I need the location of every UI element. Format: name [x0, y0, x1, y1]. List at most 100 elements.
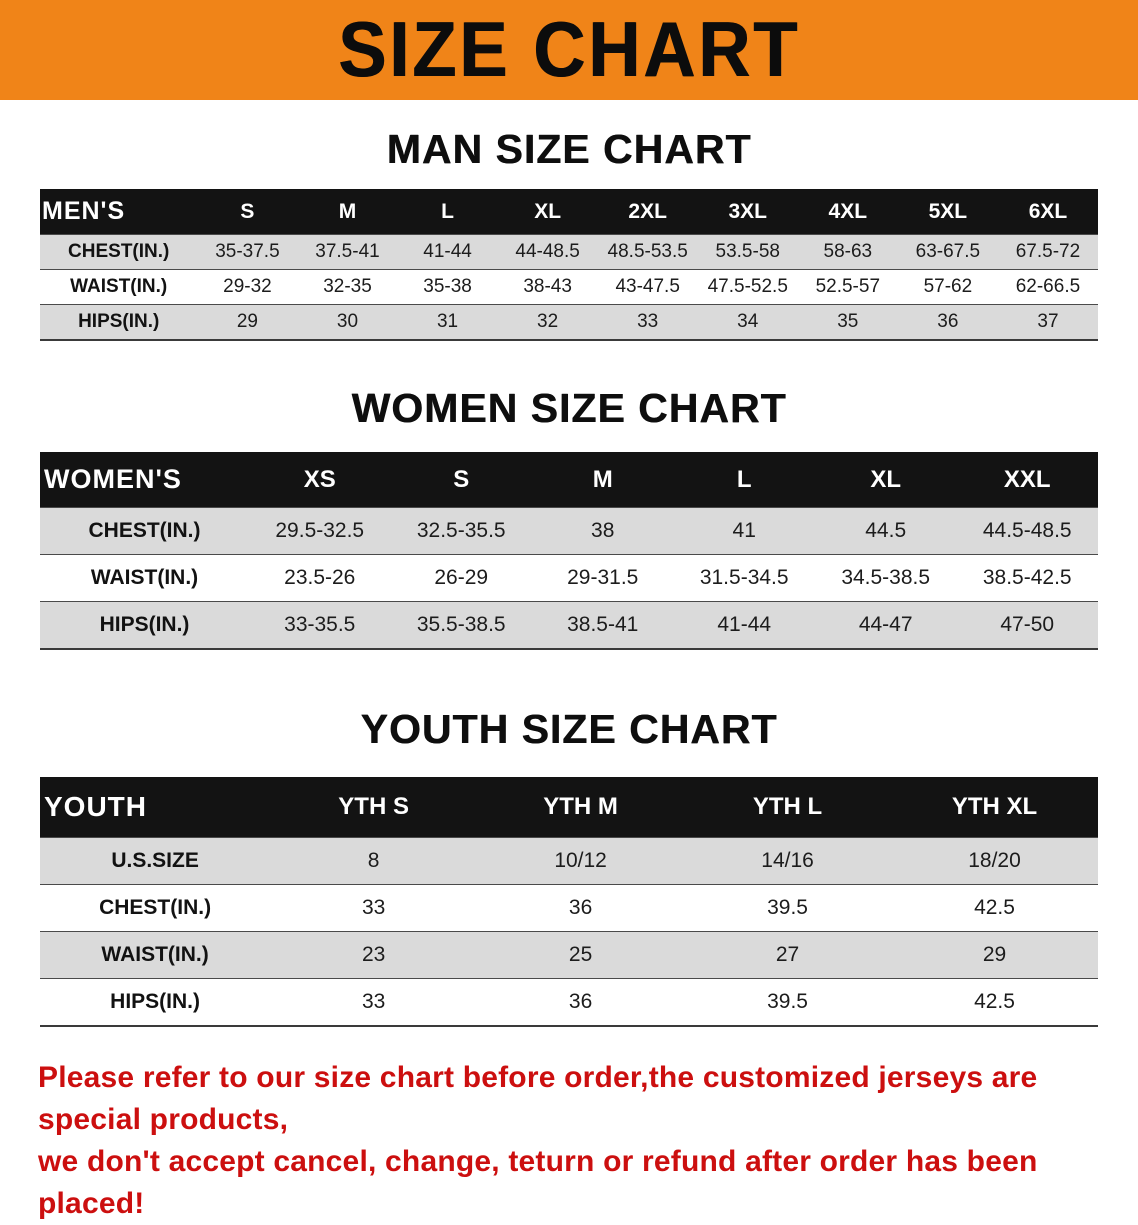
disclaimer-line-1: Please refer to our size chart before or… [38, 1061, 1038, 1136]
women-size-table: WOMEN'S XS S M L XL XXL CHEST(IN.) 29.5-32.5 32.5… [40, 452, 1098, 650]
value-cell: 32-35 [297, 269, 398, 305]
table-header-row: WOMEN'S XS S M L XL XXL [40, 452, 1098, 508]
size-column-header: YTH L [684, 777, 892, 838]
size-column-header: L [397, 189, 498, 235]
value-cell: 41-44 [397, 234, 498, 270]
table-corner-label: MEN'S [40, 189, 198, 235]
value-cell: 23.5-26 [249, 554, 391, 602]
value-cell: 38.5-41 [531, 601, 674, 649]
disclaimer-line-2: we don't accept cancel, change, teturn o… [38, 1145, 1038, 1220]
value-cell: 43-47.5 [597, 269, 698, 305]
row-label-cell: CHEST(IN.) [40, 234, 198, 270]
table-row: U.S.SIZE 8 10/12 14/16 18/20 [40, 837, 1098, 885]
table-header-row: YOUTH YTH S YTH M YTH L YTH XL [40, 777, 1098, 838]
value-cell: 29.5-32.5 [249, 507, 391, 555]
value-cell: 37 [997, 304, 1098, 340]
table-corner-label: YOUTH [40, 777, 271, 838]
value-cell: 32.5-35.5 [390, 507, 532, 555]
men-section-heading: MAN SIZE CHART [386, 126, 752, 172]
value-cell: 42.5 [891, 884, 1098, 932]
value-cell: 25 [477, 931, 685, 979]
table-row: HIPS(IN.) 29 30 31 32 33 34 35 36 37 [40, 304, 1098, 340]
value-cell: 31.5-34.5 [673, 554, 815, 602]
size-column-header: 6XL [997, 189, 1098, 235]
value-cell: 14/16 [684, 837, 892, 885]
size-column-header: M [297, 189, 398, 235]
table-row: WAIST(IN.) 29-32 32-35 35-38 38-43 43-47.5 47.… [40, 269, 1098, 305]
row-label-cell: WAIST(IN.) [40, 269, 198, 305]
value-cell: 33 [270, 884, 478, 932]
value-cell: 29 [891, 931, 1098, 979]
table-row: CHEST(IN.) 33 36 39.5 42.5 [40, 884, 1098, 932]
size-chart-banner: SIZE CHART [0, 0, 1138, 100]
size-column-header: XXL [956, 452, 1098, 508]
size-column-header: XL [497, 189, 598, 235]
value-cell: 29-32 [197, 269, 298, 305]
size-chart-title: SIZE CHART [338, 6, 800, 94]
table-row: HIPS(IN.) 33-35.5 35.5-38.5 38.5-41 41-44 44-… [40, 601, 1098, 649]
row-label-cell: HIPS(IN.) [40, 978, 271, 1026]
value-cell: 44-48.5 [497, 234, 598, 270]
value-cell: 18/20 [891, 837, 1098, 885]
size-column-header: L [673, 452, 815, 508]
value-cell: 31 [397, 304, 498, 340]
youth-size-table: YOUTH YTH S YTH M YTH L YTH XL U.S.SIZE 8 10/12… [40, 777, 1098, 1027]
value-cell: 29 [197, 304, 298, 340]
value-cell: 35 [797, 304, 898, 340]
value-cell: 30 [297, 304, 398, 340]
size-column-header: XL [814, 452, 957, 508]
row-label-cell: CHEST(IN.) [40, 507, 250, 555]
value-cell: 48.5-53.5 [597, 234, 698, 270]
men-size-table: MEN'S S M L XL 2XL 3XL 4XL 5XL 6XL CHEST(IN.) 35-37… [40, 189, 1098, 341]
value-cell: 23 [270, 931, 478, 979]
size-column-header: 2XL [597, 189, 698, 235]
value-cell: 44-47 [814, 601, 957, 649]
value-cell: 33 [270, 978, 478, 1026]
size-column-header: S [390, 452, 532, 508]
size-column-header: 4XL [797, 189, 898, 235]
size-column-header: M [531, 452, 674, 508]
value-cell: 67.5-72 [997, 234, 1098, 270]
size-column-header: S [197, 189, 298, 235]
value-cell: 27 [684, 931, 892, 979]
table-corner-label: WOMEN'S [40, 452, 250, 508]
value-cell: 32 [497, 304, 598, 340]
row-label-cell: CHEST(IN.) [40, 884, 271, 932]
table-row: WAIST(IN.) 23.5-26 26-29 29-31.5 31.5-34.5 34… [40, 554, 1098, 602]
size-column-header: YTH M [477, 777, 685, 838]
value-cell: 34 [697, 304, 798, 340]
value-cell: 8 [270, 837, 478, 885]
value-cell: 33 [597, 304, 698, 340]
value-cell: 44.5-48.5 [956, 507, 1098, 555]
value-cell: 39.5 [684, 884, 892, 932]
women-section-heading: WOMEN SIZE CHART [351, 385, 787, 431]
size-column-header: YTH XL [891, 777, 1098, 838]
value-cell: 34.5-38.5 [814, 554, 957, 602]
value-cell: 44.5 [814, 507, 957, 555]
value-cell: 36 [477, 884, 685, 932]
value-cell: 35-37.5 [197, 234, 298, 270]
value-cell: 36 [897, 304, 998, 340]
disclaimer: Please refer to our size chart before or… [38, 1057, 1100, 1225]
value-cell: 42.5 [891, 978, 1098, 1026]
value-cell: 53.5-58 [697, 234, 798, 270]
value-cell: 35.5-38.5 [390, 601, 532, 649]
value-cell: 39.5 [684, 978, 892, 1026]
size-column-header: 3XL [697, 189, 798, 235]
value-cell: 38 [531, 507, 674, 555]
value-cell: 58-63 [797, 234, 898, 270]
value-cell: 29-31.5 [531, 554, 674, 602]
value-cell: 10/12 [477, 837, 685, 885]
row-label-cell: WAIST(IN.) [40, 931, 271, 979]
row-label-cell: U.S.SIZE [40, 837, 271, 885]
table-row: WAIST(IN.) 23 25 27 29 [40, 931, 1098, 979]
value-cell: 37.5-41 [297, 234, 398, 270]
value-cell: 47.5-52.5 [697, 269, 798, 305]
value-cell: 33-35.5 [249, 601, 391, 649]
value-cell: 41-44 [673, 601, 815, 649]
table-row: HIPS(IN.) 33 36 39.5 42.5 [40, 978, 1098, 1026]
table-row: CHEST(IN.) 35-37.5 37.5-41 41-44 44-48.5 48.5… [40, 234, 1098, 270]
table-header-row: MEN'S S M L XL 2XL 3XL 4XL 5XL 6XL [40, 189, 1098, 235]
value-cell: 38-43 [497, 269, 598, 305]
value-cell: 57-62 [897, 269, 998, 305]
